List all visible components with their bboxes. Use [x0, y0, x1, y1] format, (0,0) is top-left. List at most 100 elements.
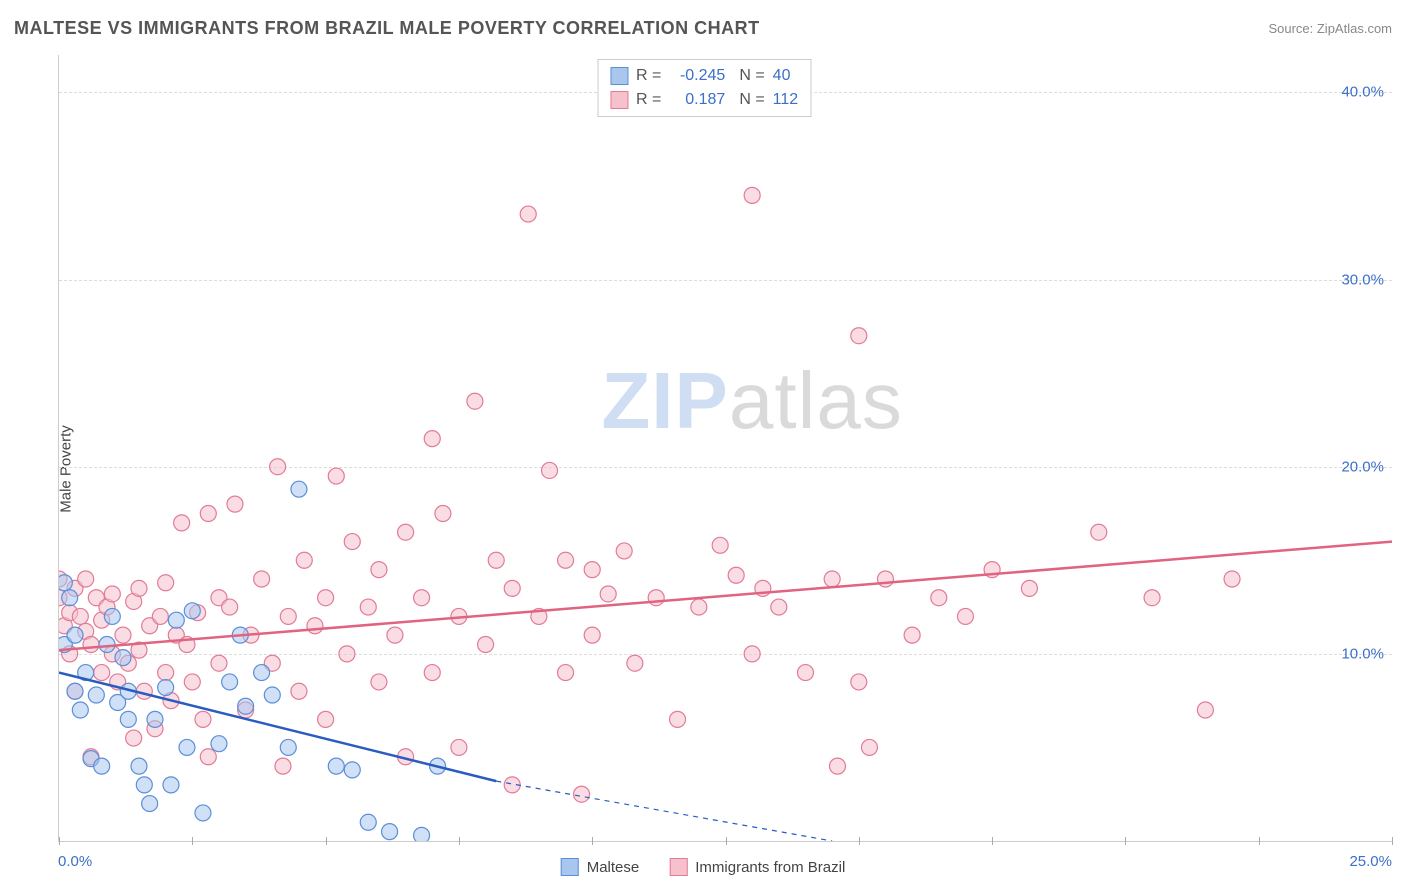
data-point — [424, 665, 440, 681]
data-point — [558, 552, 574, 568]
legend-label-maltese: Maltese — [587, 859, 640, 876]
data-point — [126, 730, 142, 746]
data-point — [136, 777, 152, 793]
data-point — [851, 674, 867, 690]
data-point — [195, 805, 211, 821]
plot-area: ZIPatlas R = -0.245 N = 40 R = 0.187 N =… — [58, 55, 1392, 842]
data-point — [387, 627, 403, 643]
data-point — [211, 655, 227, 671]
legend-item-maltese: Maltese — [561, 858, 640, 876]
data-point — [72, 608, 88, 624]
data-point — [115, 650, 131, 666]
data-point — [627, 655, 643, 671]
data-point — [371, 562, 387, 578]
data-point — [131, 580, 147, 596]
data-point — [851, 328, 867, 344]
legend-label-brazil: Immigrants from Brazil — [695, 859, 845, 876]
data-point — [648, 590, 664, 606]
data-point — [270, 459, 286, 475]
data-point — [904, 627, 920, 643]
data-point — [254, 571, 270, 587]
data-point — [829, 758, 845, 774]
legend-r-value-maltese: -0.245 — [669, 64, 725, 88]
scatter-plot-svg — [59, 55, 1392, 841]
data-point — [254, 665, 270, 681]
legend-swatch-maltese — [610, 67, 628, 85]
data-point — [861, 739, 877, 755]
data-point — [152, 608, 168, 624]
data-point — [88, 687, 104, 703]
data-point — [1197, 702, 1213, 718]
legend-row-maltese: R = -0.245 N = 40 — [610, 64, 798, 88]
data-point — [600, 586, 616, 602]
data-point — [184, 674, 200, 690]
legend-r-value-brazil: 0.187 — [669, 88, 725, 112]
data-point — [67, 627, 83, 643]
data-point — [222, 599, 238, 615]
data-point — [877, 571, 893, 587]
legend-n-label: N = — [739, 88, 764, 112]
data-point — [360, 599, 376, 615]
data-point — [398, 524, 414, 540]
data-point — [584, 562, 600, 578]
data-point — [62, 590, 78, 606]
data-point — [318, 711, 334, 727]
data-point — [1091, 524, 1107, 540]
data-point — [360, 814, 376, 830]
source-label: Source: ZipAtlas.com — [1268, 21, 1392, 36]
data-point — [142, 796, 158, 812]
data-point — [275, 758, 291, 774]
data-point — [168, 612, 184, 628]
data-point — [158, 665, 174, 681]
data-point — [264, 687, 280, 703]
data-point — [712, 537, 728, 553]
correlation-legend: R = -0.245 N = 40 R = 0.187 N = 112 — [597, 59, 811, 117]
data-point — [318, 590, 334, 606]
data-point — [574, 786, 590, 802]
data-point — [488, 552, 504, 568]
data-point — [542, 462, 558, 478]
data-point — [451, 739, 467, 755]
data-point — [120, 711, 136, 727]
data-point — [1224, 571, 1240, 587]
data-point — [238, 698, 254, 714]
data-point — [72, 702, 88, 718]
data-point — [131, 758, 147, 774]
data-point — [200, 749, 216, 765]
legend-swatch-maltese — [561, 858, 579, 876]
data-point — [616, 543, 632, 559]
data-point — [558, 665, 574, 681]
data-point — [797, 665, 813, 681]
legend-swatch-brazil — [669, 858, 687, 876]
data-point — [211, 736, 227, 752]
data-point — [280, 608, 296, 624]
data-point — [200, 506, 216, 522]
data-point — [291, 481, 307, 497]
legend-item-brazil: Immigrants from Brazil — [669, 858, 845, 876]
data-point — [520, 206, 536, 222]
data-point — [414, 590, 430, 606]
data-point — [83, 637, 99, 653]
legend-row-brazil: R = 0.187 N = 112 — [610, 88, 798, 112]
data-point — [771, 599, 787, 615]
data-point — [1021, 580, 1037, 596]
data-point — [957, 608, 973, 624]
data-point — [94, 758, 110, 774]
data-point — [371, 674, 387, 690]
data-point — [504, 580, 520, 596]
data-point — [104, 586, 120, 602]
data-point — [424, 431, 440, 447]
data-point — [147, 711, 163, 727]
data-point — [744, 187, 760, 203]
data-point — [435, 506, 451, 522]
data-point — [670, 711, 686, 727]
data-point — [728, 567, 744, 583]
data-point — [115, 627, 131, 643]
chart-container: Male Poverty ZIPatlas R = -0.245 N = 40 … — [14, 55, 1392, 882]
x-tick-label-max: 25.0% — [1349, 853, 1392, 870]
data-point — [296, 552, 312, 568]
data-point — [94, 665, 110, 681]
data-point — [339, 646, 355, 662]
legend-swatch-brazil — [610, 91, 628, 109]
data-point — [328, 468, 344, 484]
